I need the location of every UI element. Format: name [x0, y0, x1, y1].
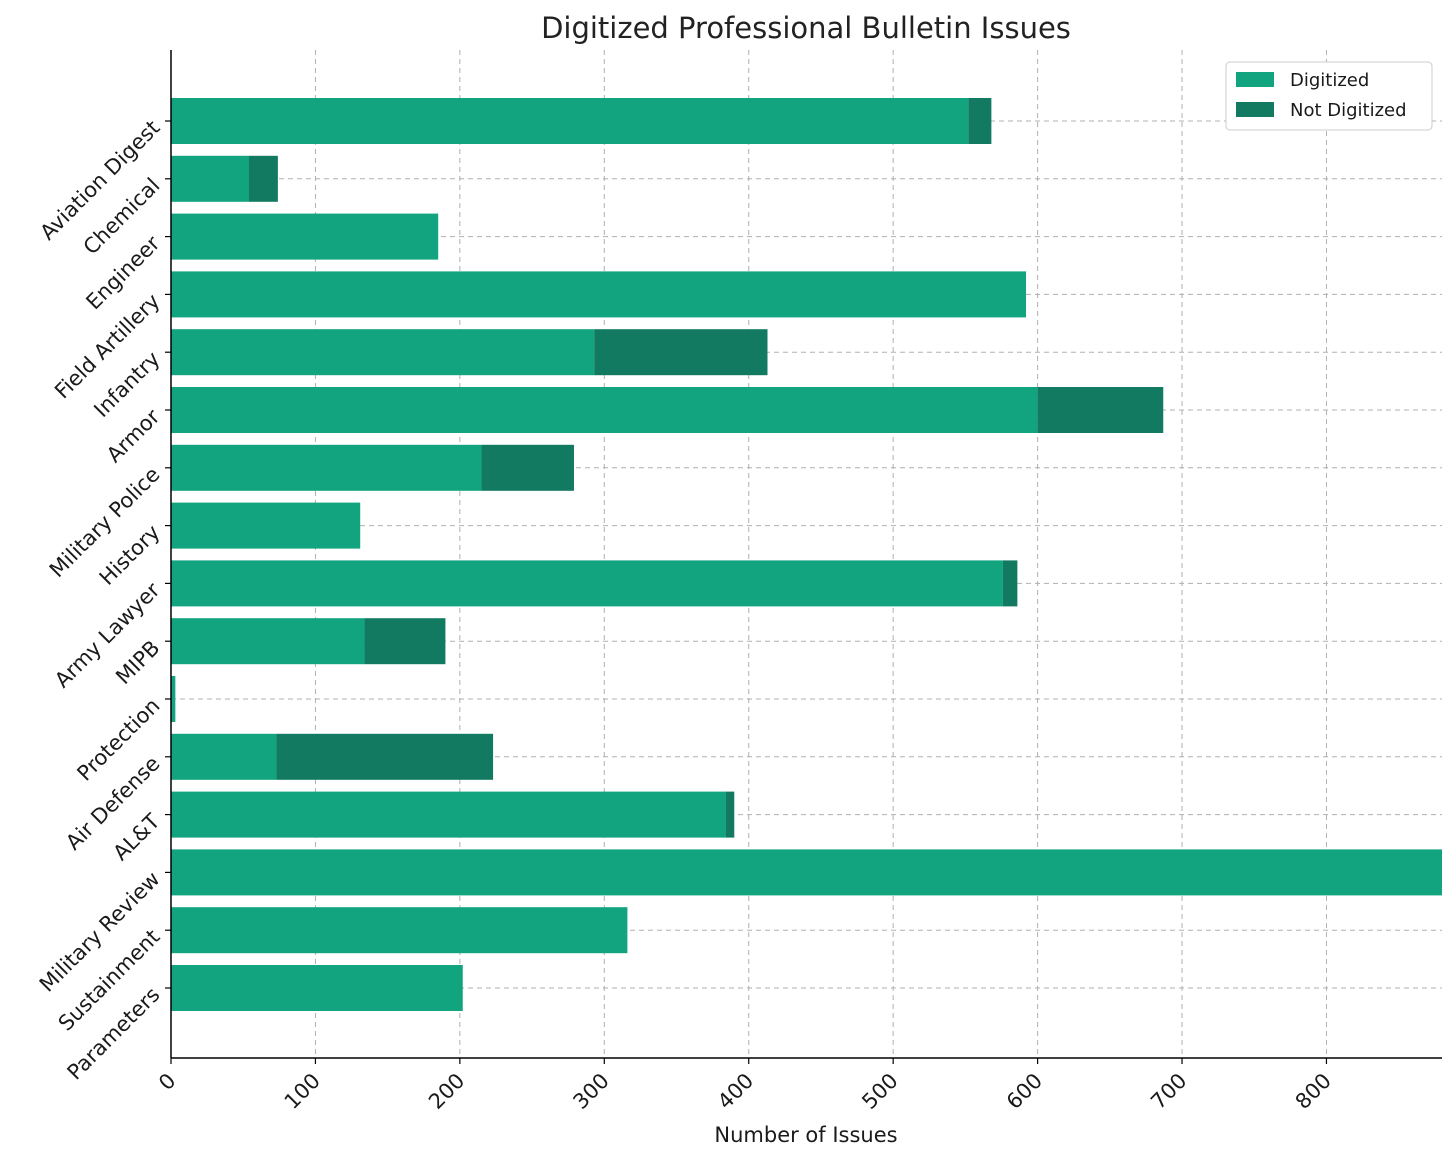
- y-tick-label: AL&T: [108, 809, 164, 865]
- x-tick-label: 100: [280, 1069, 325, 1114]
- y-tick-label: MIPB: [111, 636, 164, 689]
- bars: [171, 98, 1442, 1011]
- bar-digitized: [171, 733, 277, 780]
- bar-digitized: [171, 791, 726, 838]
- grid-lines: [170, 50, 1442, 1058]
- bar-digitized: [171, 387, 1038, 433]
- bar-not-digitized: [248, 155, 278, 202]
- bar-digitized: [171, 676, 176, 722]
- bar-digitized: [171, 502, 361, 549]
- x-tick-label: 200: [424, 1069, 469, 1114]
- x-axis-label: Number of Issues: [714, 1123, 897, 1147]
- bar-digitized: [171, 618, 365, 665]
- bar-digitized: [171, 329, 595, 376]
- x-tick-labels: 0 100 200 300 400 500 600 700 800: [154, 1058, 1336, 1114]
- legend: Digitized Not Digitized: [1225, 61, 1433, 131]
- chart-title: Digitized Professional Bulletin Issues: [541, 11, 1071, 45]
- bar-digitized: [171, 965, 463, 1011]
- legend-label: Not Digitized: [1290, 100, 1407, 121]
- bar-digitized: [171, 213, 439, 260]
- bar-digitized: [171, 907, 628, 954]
- y-tick-label: Army Lawyer: [50, 578, 165, 693]
- y-tick-label: Sustainment: [54, 925, 165, 1036]
- x-tick-label: 300: [569, 1069, 614, 1114]
- bar-digitized: [171, 271, 1027, 318]
- x-tick-label: 400: [713, 1069, 758, 1114]
- legend-swatch: [1236, 72, 1274, 87]
- x-tick-label: 500: [857, 1069, 902, 1114]
- bar-digitized: [171, 155, 249, 202]
- bar-not-digitized: [481, 444, 574, 491]
- x-tick-label: 800: [1291, 1069, 1336, 1114]
- bar-digitized: [171, 98, 969, 144]
- bar-digitized: [171, 849, 1442, 896]
- x-tick-label: 0: [154, 1069, 180, 1095]
- bar-not-digitized: [1002, 560, 1018, 607]
- bar-not-digitized: [364, 618, 446, 665]
- bar-not-digitized: [276, 733, 494, 780]
- x-tick-label: 600: [1002, 1069, 1047, 1114]
- legend-frame: [1225, 61, 1433, 131]
- bar-not-digitized: [725, 791, 735, 838]
- bar-digitized: [171, 444, 482, 491]
- bar-not-digitized: [594, 329, 768, 376]
- bar-not-digitized: [968, 98, 992, 144]
- x-tick-label: 700: [1146, 1069, 1191, 1114]
- axes-spines: [170, 50, 1442, 1059]
- legend-label: Digitized: [1290, 70, 1369, 91]
- bar-not-digitized: [1037, 387, 1164, 433]
- legend-swatch: [1236, 102, 1274, 117]
- bar-digitized: [171, 560, 1003, 607]
